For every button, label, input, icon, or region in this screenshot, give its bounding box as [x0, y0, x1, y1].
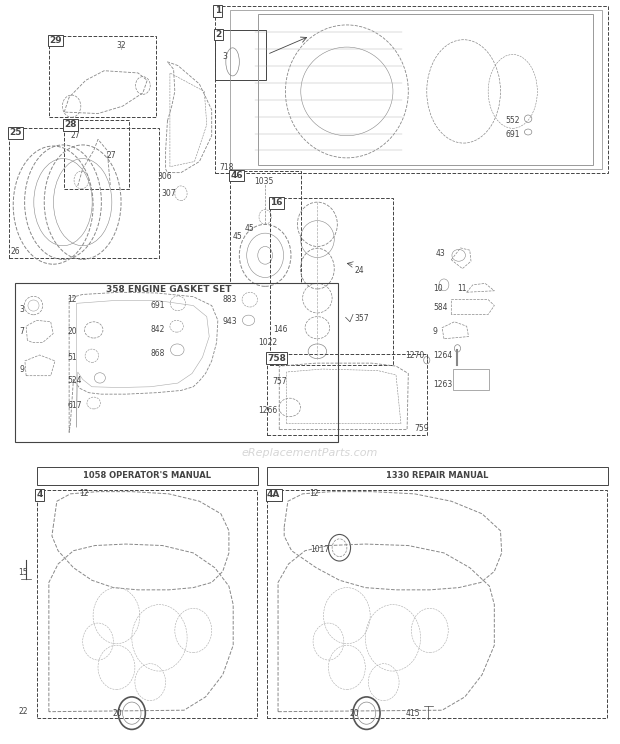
Text: 45: 45 [232, 232, 242, 241]
Text: 1022: 1022 [258, 338, 277, 347]
Text: 25: 25 [9, 128, 22, 138]
Text: 524: 524 [68, 376, 82, 385]
Text: 3: 3 [223, 52, 228, 61]
Bar [230, 171, 301, 283]
Text: 741: 741 [273, 354, 288, 363]
Text: 27: 27 [106, 151, 115, 160]
Text: 1058 OPERATOR'S MANUAL: 1058 OPERATOR'S MANUAL [83, 471, 211, 480]
Bar [15, 283, 338, 442]
Text: 2: 2 [215, 30, 221, 39]
Text: 943: 943 [223, 317, 237, 327]
Text: 759: 759 [414, 424, 429, 433]
Text: 20: 20 [350, 709, 360, 718]
Text: 12: 12 [309, 490, 318, 498]
Text: 358 ENGINE GASKET SET: 358 ENGINE GASKET SET [106, 285, 231, 294]
Text: 46: 46 [230, 171, 243, 180]
Text: 1270: 1270 [405, 351, 425, 360]
Text: 868: 868 [150, 349, 165, 358]
Bar [215, 30, 267, 80]
Text: 20: 20 [68, 327, 77, 336]
Text: 1: 1 [215, 7, 221, 16]
Text: 9: 9 [19, 365, 24, 374]
Bar [267, 466, 608, 485]
Text: 883: 883 [223, 295, 237, 304]
Text: 1330 REPAIR MANUAL: 1330 REPAIR MANUAL [386, 471, 489, 480]
Text: 718: 718 [219, 163, 234, 172]
Text: 28: 28 [64, 121, 77, 129]
Bar [267, 490, 607, 718]
Text: 584: 584 [433, 303, 448, 312]
Text: 691: 691 [150, 301, 165, 310]
Text: 842: 842 [150, 324, 165, 333]
Bar [64, 121, 129, 189]
Text: 146: 146 [273, 324, 288, 333]
Text: 4A: 4A [267, 490, 280, 499]
Text: 415: 415 [405, 709, 420, 718]
Text: 758: 758 [267, 353, 286, 362]
Text: 16: 16 [270, 199, 283, 208]
Text: 1264: 1264 [433, 351, 452, 360]
Bar [49, 36, 156, 118]
Text: 617: 617 [68, 401, 82, 410]
Text: 20: 20 [112, 709, 122, 718]
Text: 43: 43 [436, 249, 446, 258]
Text: 552: 552 [505, 116, 520, 126]
Bar [453, 369, 489, 390]
Bar [37, 466, 258, 485]
Text: 12: 12 [68, 295, 77, 304]
Bar [9, 128, 159, 257]
Text: 1017: 1017 [310, 545, 329, 554]
Text: 29: 29 [49, 36, 61, 45]
Text: 22: 22 [18, 708, 28, 716]
Text: 757: 757 [272, 377, 286, 386]
Text: 27: 27 [70, 131, 80, 140]
Text: 45: 45 [244, 223, 254, 233]
Text: 51: 51 [68, 353, 77, 362]
Bar [267, 353, 427, 434]
Bar [37, 490, 257, 718]
Text: 15: 15 [18, 568, 28, 577]
Text: 32: 32 [117, 41, 126, 50]
Bar [270, 199, 393, 365]
Text: 11: 11 [458, 284, 467, 293]
Text: 1266: 1266 [258, 406, 277, 415]
Text: 4: 4 [37, 490, 43, 499]
Text: eReplacementParts.com: eReplacementParts.com [242, 448, 378, 458]
Text: 10: 10 [433, 284, 443, 293]
Text: 307: 307 [161, 189, 176, 198]
Text: 691: 691 [505, 129, 520, 138]
Text: 9: 9 [433, 327, 438, 336]
Text: 7: 7 [19, 327, 24, 336]
Text: 306: 306 [157, 172, 172, 181]
Bar [215, 7, 608, 173]
Text: 357: 357 [355, 314, 370, 324]
Text: 3: 3 [19, 305, 24, 314]
Text: 24: 24 [355, 266, 365, 275]
Text: /: / [121, 44, 123, 50]
Text: 1035: 1035 [255, 177, 274, 186]
Text: 1263: 1263 [433, 380, 452, 389]
Text: 26: 26 [11, 247, 20, 256]
Text: 12: 12 [79, 490, 89, 498]
